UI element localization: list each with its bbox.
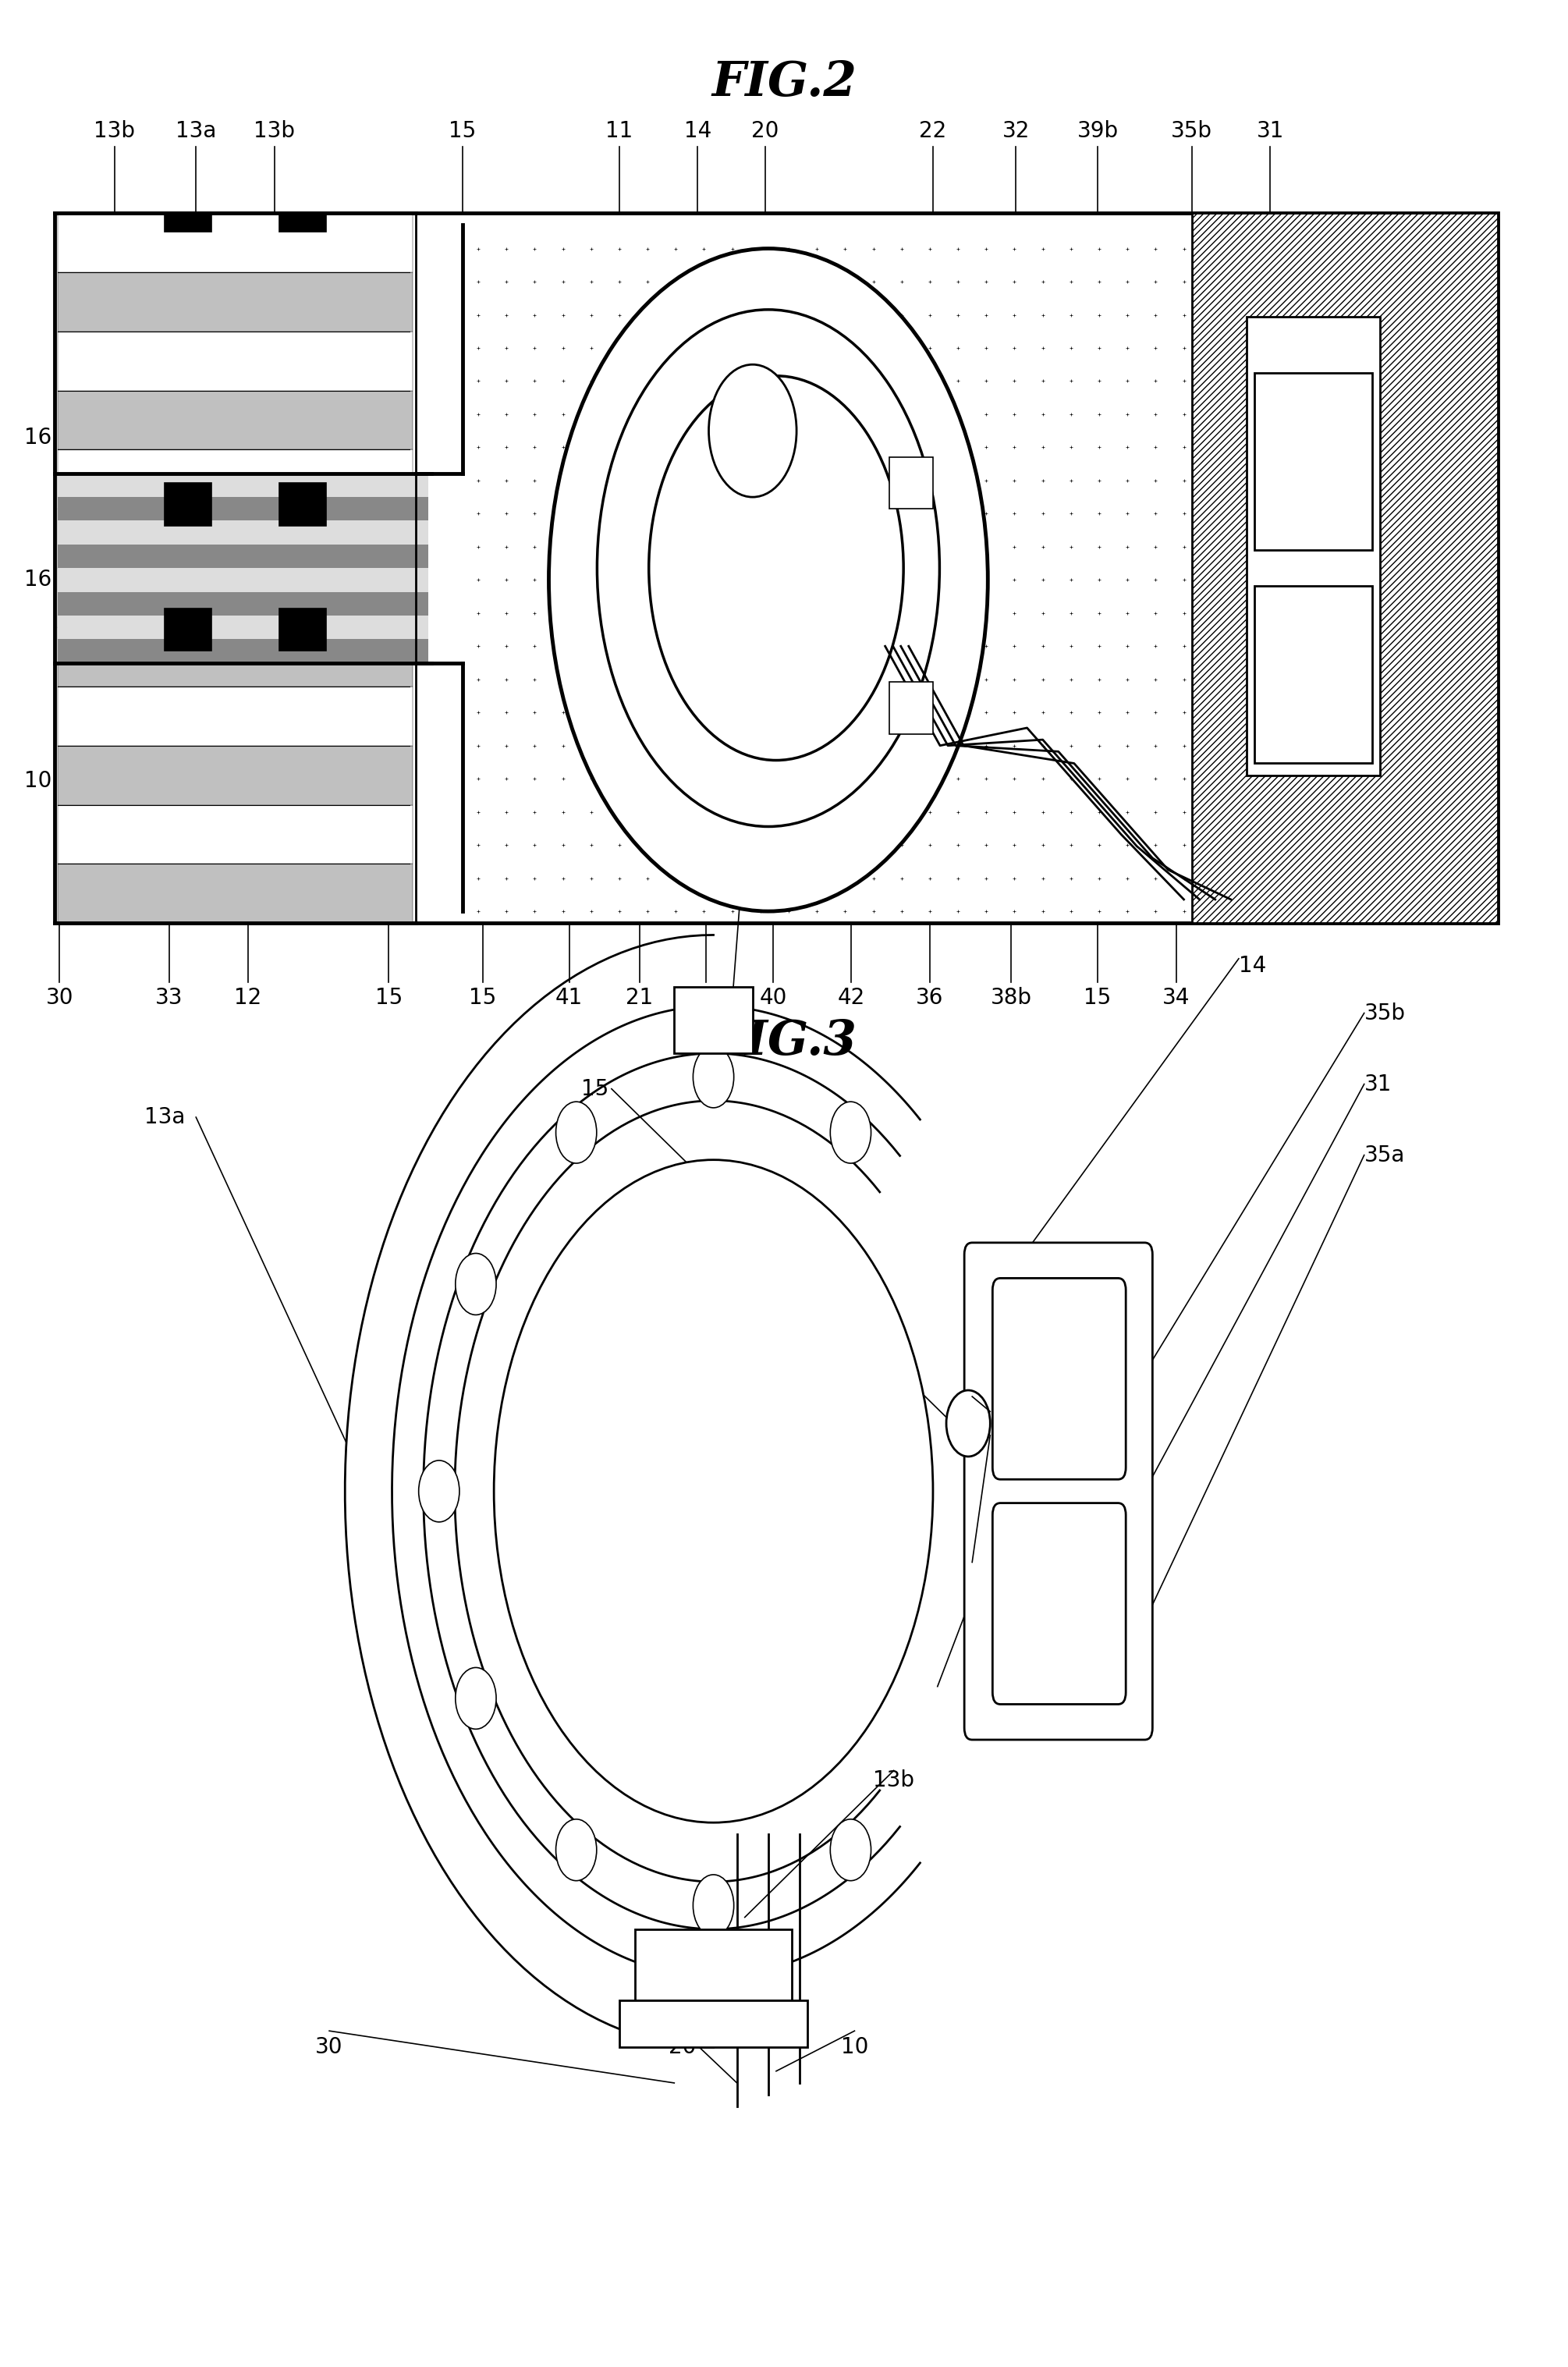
Circle shape xyxy=(555,1820,596,1882)
Circle shape xyxy=(419,1460,459,1522)
Text: 31: 31 xyxy=(1364,1072,1392,1096)
Bar xyxy=(1247,317,1380,776)
Bar xyxy=(58,450,412,509)
Circle shape xyxy=(946,1389,989,1456)
Bar xyxy=(279,213,326,232)
Bar xyxy=(619,2000,808,2047)
Circle shape xyxy=(557,1101,597,1162)
Bar xyxy=(58,568,412,627)
Text: 43: 43 xyxy=(1098,1255,1126,1278)
Bar xyxy=(58,331,412,391)
Text: FIG.2: FIG.2 xyxy=(712,59,856,107)
Bar xyxy=(58,568,428,592)
Bar xyxy=(889,682,933,734)
Bar xyxy=(279,483,326,525)
Circle shape xyxy=(455,1669,495,1728)
Text: 13b: 13b xyxy=(873,1768,914,1792)
Bar xyxy=(58,544,428,568)
Bar xyxy=(165,608,212,651)
Text: 43: 43 xyxy=(691,987,720,1008)
Bar xyxy=(55,213,1497,923)
Text: 30: 30 xyxy=(315,2036,343,2059)
Bar xyxy=(1254,587,1372,762)
Text: 10: 10 xyxy=(840,2036,869,2059)
Text: 10: 10 xyxy=(24,769,52,793)
Text: 16: 16 xyxy=(24,426,52,450)
Text: 39b: 39b xyxy=(1077,121,1118,142)
Circle shape xyxy=(494,1160,933,1823)
Text: 14: 14 xyxy=(684,121,712,142)
Bar xyxy=(165,483,212,525)
FancyBboxPatch shape xyxy=(993,1278,1126,1479)
Bar xyxy=(58,391,412,450)
Bar xyxy=(1192,213,1497,923)
Text: 15: 15 xyxy=(469,987,497,1008)
Text: 15: 15 xyxy=(1083,987,1112,1008)
Bar xyxy=(58,592,428,615)
Circle shape xyxy=(455,1255,495,1316)
Bar xyxy=(279,608,326,651)
Text: 35b: 35b xyxy=(1364,1001,1405,1025)
Bar xyxy=(58,497,428,521)
Text: 11: 11 xyxy=(605,121,633,142)
Text: 36: 36 xyxy=(916,987,944,1008)
Text: 14: 14 xyxy=(1239,954,1267,978)
Bar xyxy=(1254,374,1372,549)
Bar xyxy=(58,746,412,805)
Circle shape xyxy=(549,249,988,911)
Bar xyxy=(889,457,933,509)
Bar xyxy=(58,686,412,746)
Text: 13b: 13b xyxy=(94,121,135,142)
Bar xyxy=(58,627,412,686)
Bar xyxy=(58,272,412,331)
FancyBboxPatch shape xyxy=(993,1503,1126,1704)
Bar xyxy=(58,805,412,864)
Bar xyxy=(674,987,753,1053)
Text: 35a: 35a xyxy=(1364,1143,1405,1167)
Bar xyxy=(58,509,412,568)
Text: 30: 30 xyxy=(45,987,74,1008)
Text: 15: 15 xyxy=(375,987,403,1008)
Text: 32: 32 xyxy=(1002,121,1030,142)
Text: 21: 21 xyxy=(626,987,654,1008)
Text: 41: 41 xyxy=(555,987,583,1008)
Text: 20: 20 xyxy=(751,121,779,142)
Text: 35b: 35b xyxy=(1171,121,1212,142)
Bar xyxy=(635,1929,792,2000)
Text: FIG.3: FIG.3 xyxy=(712,1018,856,1065)
Bar xyxy=(58,864,412,923)
Circle shape xyxy=(693,1046,734,1108)
Text: 40: 40 xyxy=(759,987,787,1008)
Text: 15: 15 xyxy=(580,1077,608,1101)
Text: 33: 33 xyxy=(155,987,183,1008)
Circle shape xyxy=(693,1875,734,1936)
Text: 16: 16 xyxy=(24,568,52,592)
Text: 13b: 13b xyxy=(254,121,295,142)
Bar xyxy=(58,615,428,639)
Circle shape xyxy=(831,1101,872,1162)
Text: 13a: 13a xyxy=(176,121,216,142)
Text: 12: 12 xyxy=(234,987,262,1008)
Bar xyxy=(58,521,428,544)
Circle shape xyxy=(831,1820,872,1882)
Bar xyxy=(58,639,428,663)
Text: 22: 22 xyxy=(919,121,947,142)
FancyBboxPatch shape xyxy=(964,1243,1152,1740)
Bar xyxy=(58,213,412,272)
Text: 13a: 13a xyxy=(144,1105,185,1129)
Text: 34: 34 xyxy=(1162,987,1190,1008)
Text: 13b: 13b xyxy=(748,533,789,556)
Text: 42: 42 xyxy=(837,987,866,1008)
Circle shape xyxy=(709,365,797,497)
Bar xyxy=(58,473,428,497)
Bar xyxy=(165,213,212,232)
Text: 15: 15 xyxy=(448,121,477,142)
Text: 20: 20 xyxy=(668,2036,696,2059)
Text: 31: 31 xyxy=(1256,121,1284,142)
Text: 38b: 38b xyxy=(991,987,1032,1008)
